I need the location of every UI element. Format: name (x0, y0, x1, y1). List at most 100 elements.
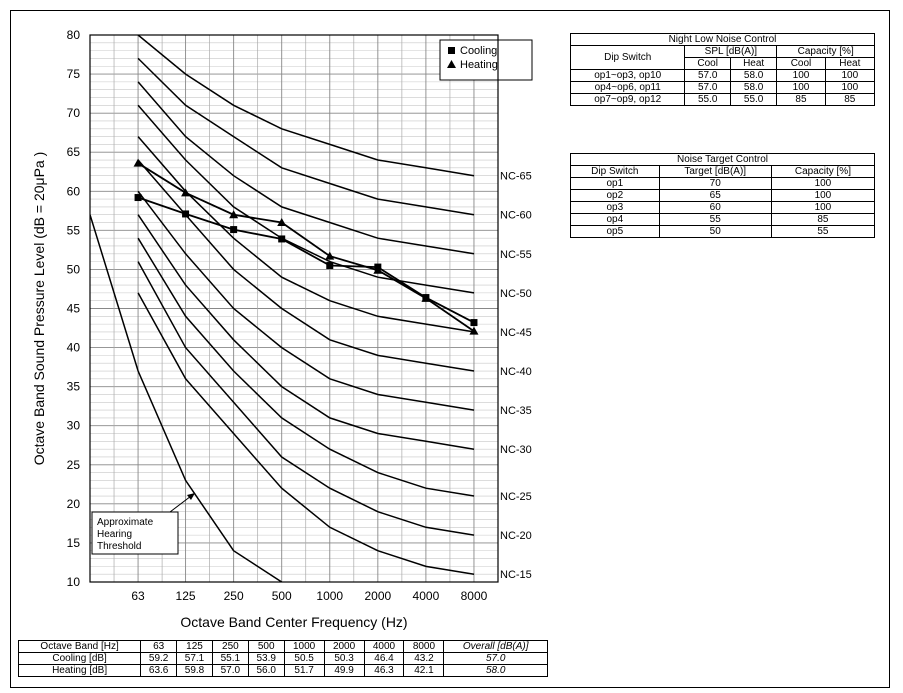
plot-frame (89, 34, 499, 583)
octave-band-table: Octave Band [Hz] 63 125 250 500 1000 200… (17, 640, 548, 677)
legend-box (439, 39, 533, 81)
nc-curve (137, 35, 475, 177)
band-value: 53.9 (247, 652, 285, 665)
nc-curve (137, 136, 475, 333)
band-header: 4000 (363, 640, 405, 653)
cooling-point (278, 235, 286, 243)
nc-curve-label: NC-60 (500, 210, 532, 222)
band-value: 59.2 (140, 652, 178, 665)
threshold-label-word: Approximate (97, 517, 154, 528)
table-row: op5 50 55 (570, 225, 876, 238)
row-label: Heating [dB] (17, 664, 142, 677)
band-header-label: Octave Band [Hz] (17, 640, 142, 653)
night-cap-cool: 100 (776, 69, 826, 82)
night-dip: op4~op6, op11 (569, 81, 686, 94)
night-spl-cool: 55.0 (684, 93, 731, 106)
band-value: 55.1 (211, 652, 249, 665)
x-tick-label: 4000 (413, 589, 440, 603)
night-cap-cool: 100 (776, 81, 826, 94)
y-tick-label: 20 (67, 497, 81, 511)
series-line-heating (137, 162, 475, 332)
night-table-title: Night Low Noise Control (570, 33, 875, 46)
heating-point (133, 158, 143, 167)
table-row: op3 60 100 (570, 201, 876, 214)
night-col-spl: SPL [dB(A)] (684, 45, 778, 58)
night-cap-cool: 85 (776, 93, 826, 106)
x-tick-label: 2000 (364, 589, 391, 603)
target-cap: 100 (770, 201, 876, 214)
cooling-point (470, 319, 478, 327)
target-dip: op5 (570, 225, 660, 238)
nc-curve (137, 81, 475, 255)
night-dip: op7~op9, op12 (569, 93, 686, 106)
heating-point (181, 188, 191, 197)
target-cap: 55 (770, 225, 876, 238)
y-tick-label: 70 (67, 106, 81, 120)
band-value: 46.4 (363, 652, 405, 665)
nc-chart: 10 15 20 25 30 35 40 45 50 55 60 65 70 75 80 63 125 250 50… (31, 28, 533, 630)
band-value: 46.3 (363, 664, 405, 677)
y-tick-label: 75 (67, 67, 81, 81)
nc-curve-label: NC-20 (500, 530, 532, 542)
target-value: 50 (658, 225, 772, 238)
night-cap-heat: 85 (824, 93, 876, 106)
heating-point (421, 293, 431, 302)
y-tick-label: 55 (67, 223, 81, 237)
nc-curve-label: NC-25 (500, 491, 532, 503)
table-row: op7~op9, op12 55.0 55.0 85 85 (569, 93, 876, 106)
target-col-target: Target [dB(A)] (658, 165, 772, 178)
table-row: Heating [dB] 63.6 59.8 57.0 56.0 51.7 49… (17, 664, 548, 677)
night-spl-heat: 55.0 (729, 93, 778, 106)
target-col-cap: Capacity [%] (770, 165, 876, 178)
cooling-point (182, 210, 190, 218)
legend-label: Cooling (460, 45, 497, 57)
night-sub-cool: Cool (684, 57, 731, 70)
y-tick-label: 40 (67, 341, 81, 355)
nc-curve-label: NC-30 (500, 444, 532, 456)
heating-point (229, 210, 239, 219)
cooling-point (134, 194, 142, 202)
legend-label: Heating (460, 59, 498, 71)
target-col-dip: Dip Switch (570, 165, 660, 178)
table-row: op4 55 85 (570, 213, 876, 226)
nc-curve-label: NC-40 (500, 366, 532, 378)
night-sub-heat: Heat (824, 57, 876, 70)
band-header: 1000 (283, 640, 325, 653)
target-value: 65 (658, 189, 772, 202)
band-value: 43.2 (403, 652, 445, 665)
nc-curve (137, 214, 475, 450)
legend-cooling-marker (448, 47, 455, 54)
x-axis-label: Octave Band Center Frequency (Hz) (180, 614, 407, 630)
night-cap-heat: 100 (824, 81, 876, 94)
cooling-point (230, 226, 238, 234)
threshold-label-box (91, 511, 179, 555)
night-dip: op1~op3, op10 (569, 69, 686, 82)
y-tick-label: 30 (67, 419, 81, 433)
band-value: 59.8 (176, 664, 213, 677)
nc-curve (137, 237, 475, 497)
heating-point (373, 265, 383, 274)
target-dip: op1 (570, 177, 660, 190)
band-value: 50.3 (323, 652, 365, 665)
table-row: op1 70 100 (570, 177, 876, 190)
night-spl-cool: 57.0 (684, 69, 731, 82)
overall-value: 57.0 (443, 652, 548, 665)
y-tick-label: 50 (67, 262, 81, 276)
y-tick-label: 80 (67, 28, 81, 42)
y-tick-label: 35 (67, 380, 81, 394)
target-value: 70 (658, 177, 772, 190)
cooling-point (326, 262, 334, 270)
band-header: 8000 (403, 640, 445, 653)
x-tick-label: 8000 (461, 589, 488, 603)
nc-curve (137, 159, 475, 372)
x-tick-label: 63 (131, 589, 145, 603)
y-tick-label: 65 (67, 145, 81, 159)
x-tick-label: 1000 (316, 589, 343, 603)
hearing-threshold-curve (90, 214, 283, 582)
y-tick-label: 45 (67, 302, 81, 316)
night-col-cap: Capacity [%] (776, 45, 875, 58)
band-header: 250 (211, 640, 249, 653)
band-value: 57.0 (211, 664, 249, 677)
band-header: 63 (140, 640, 178, 653)
noise-target-table: Noise Target Control Dip Switch Target [… (570, 153, 876, 238)
